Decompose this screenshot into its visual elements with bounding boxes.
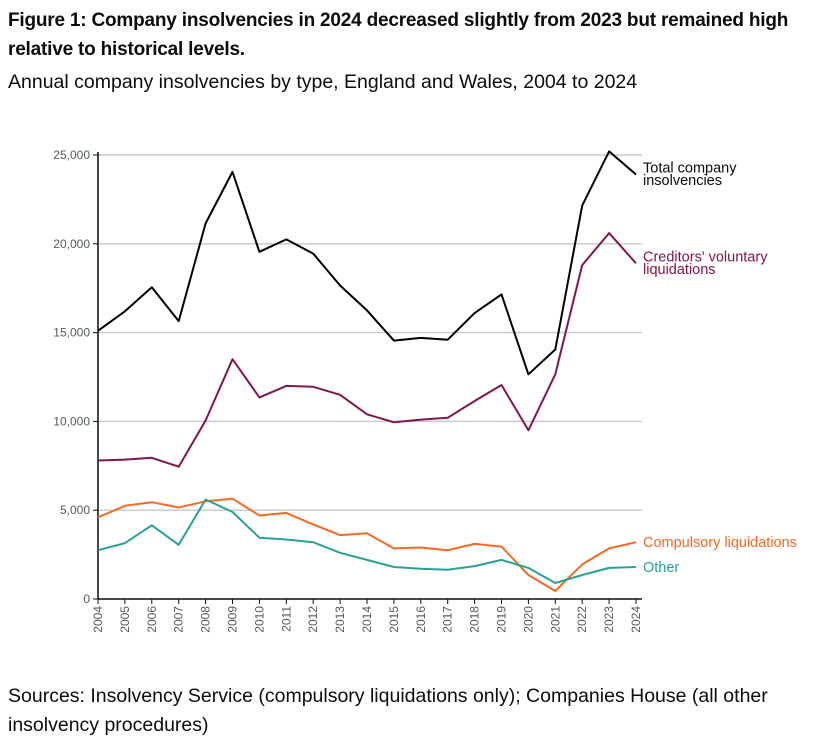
- series-line-1: [97, 232, 637, 468]
- series-label: insolvencies: [643, 173, 722, 189]
- series-label: Total company: [643, 161, 737, 177]
- x-tick-label: 2005: [118, 606, 132, 633]
- y-tick-label: 5,000: [60, 503, 90, 517]
- series-line-0: [97, 150, 637, 376]
- series-label: Creditors' voluntary: [643, 249, 768, 265]
- x-tick-label: 2009: [226, 606, 240, 633]
- x-tick-label: 2020: [521, 606, 535, 633]
- y-tick-label: 20,000: [53, 237, 90, 251]
- x-tick-label: 2015: [387, 606, 401, 633]
- x-tick-label: 2021: [548, 606, 562, 633]
- x-tick-label: 2016: [414, 606, 428, 633]
- series-label: liquidations: [643, 262, 716, 278]
- y-tick-label: 15,000: [53, 326, 90, 340]
- x-tick-label: 2006: [145, 606, 159, 633]
- series-label: Compulsory liquidations: [643, 535, 797, 551]
- series-line-3: [97, 498, 637, 584]
- x-tick-label: 2011: [279, 606, 293, 632]
- series-label: Other: [643, 560, 679, 576]
- y-tick-label: 25,000: [53, 148, 90, 162]
- x-tick-label: 2023: [602, 606, 616, 633]
- x-tick-label: 2010: [252, 606, 266, 633]
- x-tick-label: 2012: [306, 606, 320, 633]
- chart-subtitle: Annual company insolvencies by type, Eng…: [8, 71, 638, 93]
- x-tick-label: 2018: [468, 606, 482, 633]
- x-tick-label: 2024: [629, 606, 643, 633]
- x-tick-label: 2007: [172, 606, 186, 633]
- line-chart: 0 5,000 10,000 15,000 20,000 25,000 2004 2005 20…: [53, 148, 797, 633]
- series-line-2: [97, 497, 637, 592]
- x-tick-label: 2013: [333, 606, 347, 633]
- chart-title: Figure 1: Company insolvencies in 2024 d…: [8, 10, 789, 60]
- chart-source: Sources: Insolvency Service (compulsory …: [8, 685, 768, 736]
- x-tick-label: 2004: [91, 606, 105, 633]
- x-tick-label: 2022: [575, 606, 589, 633]
- x-tick-label: 2017: [441, 606, 455, 633]
- y-tick-label: 10,000: [53, 414, 90, 428]
- x-tick-label: 2014: [360, 606, 374, 633]
- x-tick-label: 2008: [199, 606, 213, 633]
- x-tick-label: 2019: [495, 606, 509, 633]
- y-tick-label: 0: [83, 592, 90, 606]
